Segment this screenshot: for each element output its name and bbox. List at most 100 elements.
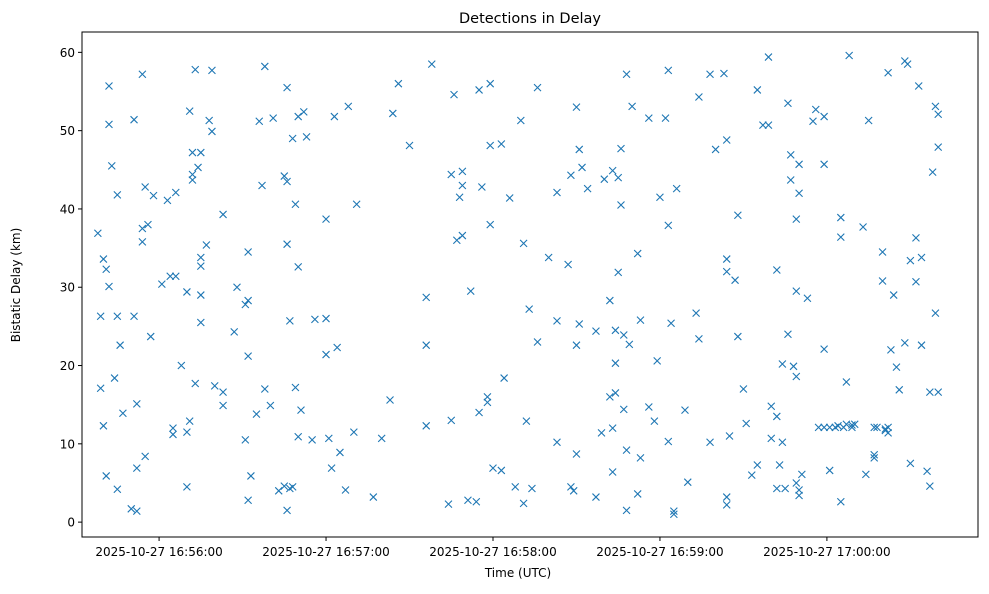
chart-title: Detections in Delay [459,11,601,27]
data-point [600,175,609,184]
data-point [733,332,742,341]
data-point [171,188,180,197]
data-point [850,420,859,429]
data-point [633,249,642,258]
data-point [127,504,136,513]
data-point [458,167,467,176]
data-point [475,408,483,417]
data-point [266,401,275,410]
data-point [169,424,177,433]
data-point [792,215,801,224]
data-point [141,452,150,461]
data-point [219,210,227,219]
data-point [444,500,453,509]
data-point [722,136,731,144]
data-point [185,417,194,426]
data-point [291,200,300,209]
data-point [146,332,155,341]
data-point [138,70,147,79]
data-point [291,383,300,392]
data-point [297,406,305,415]
data-point [516,116,525,125]
y-tick-label: 60 [60,46,75,60]
data-point [489,464,497,472]
data-point [722,267,731,276]
data-point [664,221,673,230]
data-point [887,345,895,354]
data-point [567,171,575,180]
data-point [452,236,461,245]
data-point [528,484,536,493]
data-point [836,233,845,242]
data-point [377,434,386,443]
data-point [119,409,127,418]
data-point [775,461,784,469]
y-tick-label: 30 [60,281,75,295]
data-point [130,115,138,124]
data-point [166,272,175,281]
data-point [294,112,303,121]
plot-area-frame [81,31,979,538]
data-point [592,327,600,335]
data-point [447,416,456,425]
data-point [767,402,776,411]
data-point [870,454,879,462]
data-point [302,133,311,141]
data-point [722,501,731,509]
data-point [553,317,561,325]
data-point [113,485,122,494]
data-point [848,421,856,429]
y-tick-label: 0 [67,516,75,530]
data-point [405,141,414,150]
data-point [664,66,673,75]
data-point [533,83,542,92]
data-point [836,213,845,222]
data-point [664,437,673,446]
data-point [349,428,358,436]
data-point [784,330,792,339]
data-point [572,103,581,112]
data-point [283,240,291,249]
data-point [132,464,141,472]
data-point [834,421,842,430]
data-point [795,160,803,169]
data-point [93,229,102,238]
data-point [605,296,614,305]
data-point [96,312,105,321]
data-point [931,102,940,111]
data-point [608,424,617,433]
data-point [352,200,361,209]
data-point [475,86,483,94]
data-point [458,231,467,240]
data-point [814,423,823,432]
data-point [205,116,214,125]
data-point [767,434,776,443]
data-point [934,110,943,119]
data-point [884,428,893,437]
data-point [260,385,269,393]
data-point [725,432,734,440]
data-point [742,419,751,428]
data-point [177,361,186,370]
data-point [611,389,620,397]
data-point [608,468,617,476]
data-point [778,360,787,368]
data-point [369,493,378,501]
data-point [533,338,542,346]
data-point [394,79,403,88]
data-point [784,99,792,108]
data-point [820,345,829,353]
data-point [141,183,150,191]
data-point [219,401,227,410]
data-point [196,148,205,157]
data-point [889,291,898,299]
data-point [611,359,620,368]
data-point [260,62,269,71]
data-point [633,490,642,498]
data-point [912,277,920,286]
data-point [803,294,812,303]
data-point [753,461,762,469]
data-point [477,183,486,191]
data-point [753,86,762,94]
data-point [102,472,111,480]
